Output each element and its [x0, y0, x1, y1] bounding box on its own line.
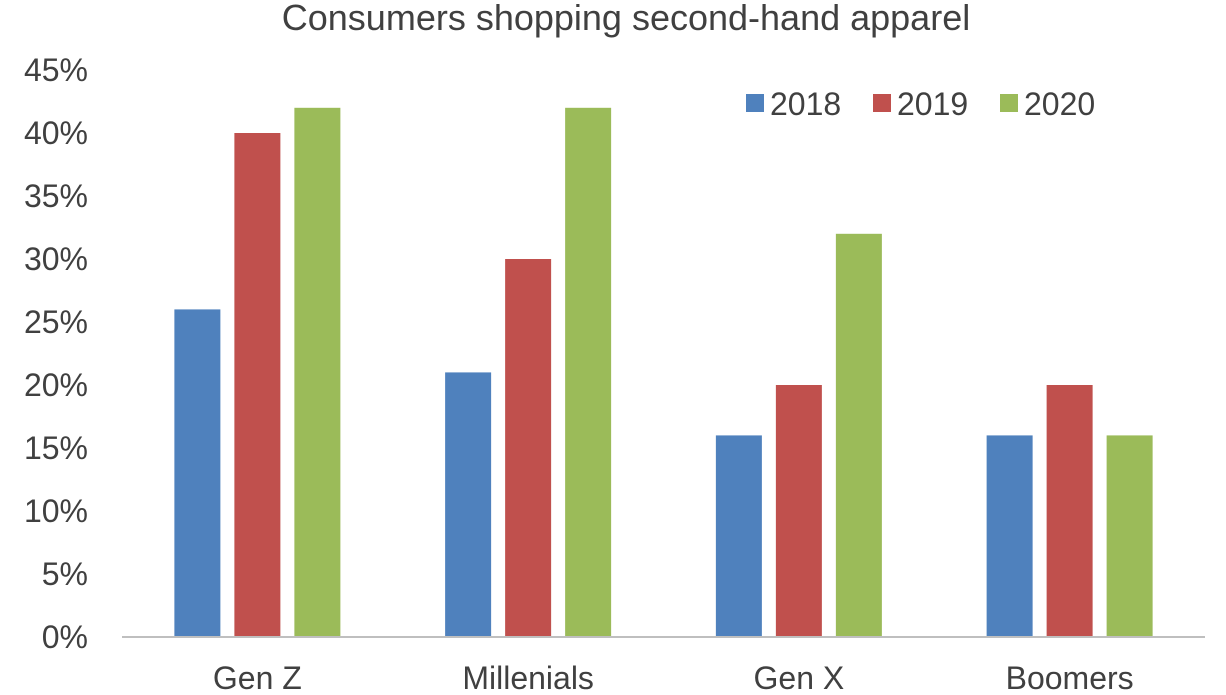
y-tick-label: 10%	[24, 493, 88, 529]
x-tick-label: Millenials	[462, 660, 594, 690]
x-axis-tick-labels: Gen Z Millenials Gen X Boomers	[213, 660, 1134, 695]
y-tick-label: 25%	[24, 304, 88, 340]
y-tick-label: 0%	[42, 619, 88, 655]
x-tick-label: Boomers	[1006, 660, 1134, 690]
y-tick-label: 5%	[42, 556, 88, 592]
y-tick-label: 35%	[24, 178, 88, 214]
bar-2018-0	[174, 309, 221, 637]
x-tick-label: Gen Z	[213, 660, 302, 690]
bar-2019-0	[234, 133, 281, 637]
legend-label: 2018	[770, 86, 841, 122]
bar-2018-3	[986, 435, 1033, 637]
bars-group	[174, 107, 1153, 638]
legend-label: 2020	[1024, 86, 1095, 122]
bar-2019-2	[775, 385, 822, 637]
legend-label: 2019	[897, 86, 968, 122]
legend-swatch-2019	[873, 94, 891, 112]
bar-2019-1	[505, 259, 552, 637]
bar-2020-0	[294, 107, 341, 638]
y-tick-label: 45%	[24, 52, 88, 88]
y-tick-label: 40%	[24, 115, 88, 151]
bar-2020-2	[835, 233, 882, 638]
legend: 2018 2019 2020	[746, 86, 1095, 122]
y-tick-label: 20%	[24, 367, 88, 403]
bar-2018-2	[715, 435, 762, 637]
chart-title: Consumers shopping second-hand apparel	[282, 0, 970, 38]
legend-swatch-2020	[1000, 94, 1018, 112]
bar-2018-1	[445, 372, 492, 637]
legend-swatch-2018	[746, 94, 764, 112]
bar-2020-3	[1106, 435, 1153, 637]
y-axis-tick-labels: 0% 5% 10% 15% 20% 25% 30% 35% 40% 45%	[24, 52, 88, 655]
y-tick-label: 30%	[24, 241, 88, 277]
y-tick-label: 15%	[24, 430, 88, 466]
x-tick-label: Gen X	[754, 660, 845, 690]
bar-2020-1	[565, 107, 612, 638]
bar-2019-3	[1046, 385, 1093, 637]
